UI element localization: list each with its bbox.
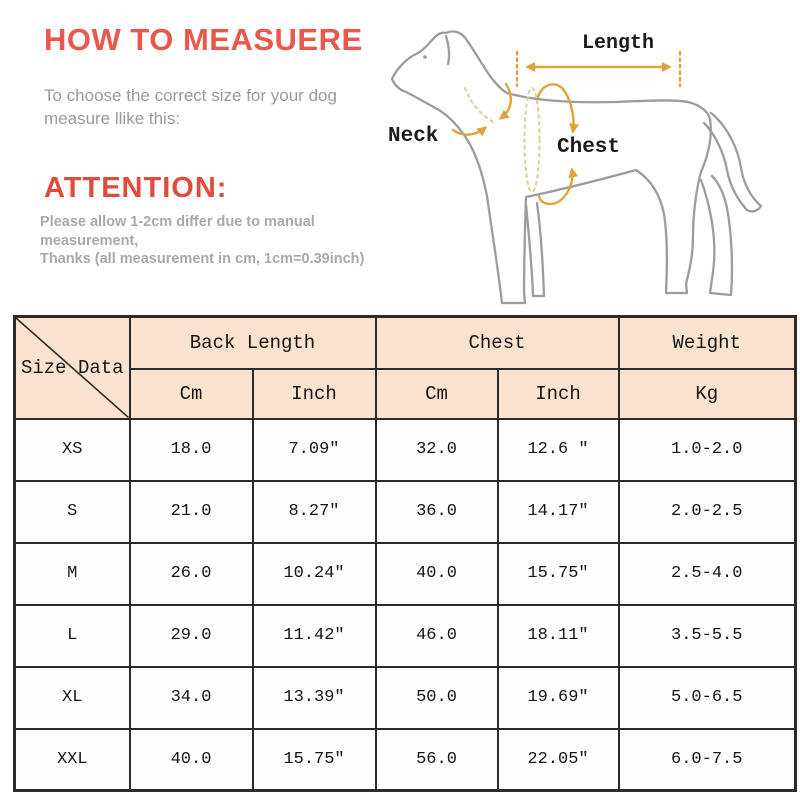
corner-cell: Size Data	[13, 315, 131, 420]
size-cell: S	[13, 479, 131, 544]
dog-far-hind-leg	[699, 174, 734, 297]
value-cell: 12.6 ″	[496, 417, 620, 482]
value-cell: 10.24″	[251, 541, 377, 606]
unit-header-back-inch: Inch	[251, 367, 377, 420]
chest-annotation: Chest	[523, 83, 620, 206]
value-cell: 18.11″	[496, 603, 620, 668]
dog-tail	[702, 111, 763, 213]
value-cell: 56.0	[374, 727, 499, 792]
value-cell: 21.0	[128, 479, 254, 544]
intro-subtitle-line2: measure llike this:	[44, 109, 181, 128]
size-cell: XL	[13, 665, 131, 730]
unit-header-weight-kg: Kg	[617, 367, 797, 420]
neck-label: Neck	[388, 125, 438, 148]
intro-subtitle-line1: To choose the correct size for your dog	[44, 86, 337, 105]
value-cell: 2.5-4.0	[617, 541, 797, 606]
size-table: Size Data Back Length Chest Weight Cm In…	[13, 315, 797, 792]
attention-note: Please allow 1-2cm differ due to manual …	[40, 213, 384, 269]
value-cell: 1.0-2.0	[617, 417, 797, 482]
dog-ear-line	[444, 34, 451, 66]
value-cell: 5.0-6.5	[617, 665, 797, 730]
chest-arrow-up	[537, 167, 579, 206]
value-cell: 36.0	[374, 479, 499, 544]
value-cell: 26.0	[128, 541, 254, 606]
dog-measurement-diagram: Length Neck Chest	[380, 0, 800, 318]
unit-header-back-cm: Cm	[128, 367, 254, 420]
size-cell: L	[13, 603, 131, 668]
value-cell: 34.0	[128, 665, 254, 730]
chest-label: Chest	[557, 136, 620, 159]
value-cell: 29.0	[128, 603, 254, 668]
value-cell: 7.09″	[251, 417, 377, 482]
value-cell: 13.39″	[251, 665, 377, 730]
table-header-row-groups: Size Data Back Length Chest Weight	[13, 315, 797, 420]
table-row-xxl: XXL 40.0 15.75″ 56.0 22.05″ 6.0-7.5	[13, 727, 797, 792]
attention-note-line1: Please allow 1-2cm differ due to manual …	[40, 214, 315, 249]
corner-label: Size Data	[20, 356, 124, 379]
group-header-chest: Chest	[374, 315, 620, 370]
neck-arrow-up	[451, 126, 488, 137]
value-cell: 32.0	[374, 417, 499, 482]
table-row-l: L 29.0 11.42″ 46.0 18.11″ 3.5-5.5	[13, 603, 797, 668]
dog-far-front-leg	[524, 201, 546, 298]
table-row-xl: XL 34.0 13.39″ 50.0 19.69″ 5.0-6.5	[13, 665, 797, 730]
value-cell: 19.69″	[496, 665, 620, 730]
intro-section: HOW TO MEASUERE To choose the correct si…	[40, 22, 384, 269]
attention-title: ATTENTION:	[44, 172, 228, 204]
page-title: HOW TO MEASUERE	[44, 22, 363, 57]
value-cell: 3.5-5.5	[617, 603, 797, 668]
value-cell: 40.0	[374, 541, 499, 606]
unit-header-chest-inch: Inch	[496, 367, 620, 420]
intro-subtitle: To choose the correct size for your dog …	[44, 84, 384, 130]
value-cell: 2.0-2.5	[617, 479, 797, 544]
dog-diagram-svg: Length Neck Chest	[388, 30, 763, 305]
table-row-s: S 21.0 8.27″ 36.0 14.17″ 2.0-2.5	[13, 479, 797, 544]
table-row-xs: XS 18.0 7.09″ 32.0 12.6 ″ 1.0-2.0	[13, 417, 797, 482]
unit-header-chest-cm: Cm	[374, 367, 499, 420]
neck-annotation: Neck	[388, 82, 513, 148]
size-cell: XXL	[13, 727, 131, 792]
size-cell: XS	[13, 417, 131, 482]
value-cell: 22.05″	[496, 727, 620, 792]
value-cell: 46.0	[374, 603, 499, 668]
length-label: Length	[582, 32, 654, 55]
value-cell: 40.0	[128, 727, 254, 792]
neck-arrow-down	[498, 82, 513, 120]
value-cell: 14.17″	[496, 479, 620, 544]
corner-diagonal-line	[16, 318, 129, 418]
value-cell: 15.75″	[496, 541, 620, 606]
group-header-weight: Weight	[617, 315, 797, 370]
value-cell: 6.0-7.5	[617, 727, 797, 792]
value-cell: 18.0	[128, 417, 254, 482]
group-header-back-length: Back Length	[128, 315, 377, 370]
value-cell: 15.75″	[251, 727, 377, 792]
value-cell: 50.0	[374, 665, 499, 730]
chest-arrow-down	[536, 83, 579, 134]
length-annotation: Length	[515, 32, 682, 88]
value-cell: 8.27″	[251, 479, 377, 544]
attention-note-line2: Thanks (all measurement in cm, 1cm=0.39i…	[40, 251, 365, 267]
dog-eye	[423, 55, 427, 59]
dog-outline-drawing	[390, 30, 763, 305]
table-row-m: M 26.0 10.24″ 40.0 15.75″ 2.5-4.0	[13, 541, 797, 606]
value-cell: 11.42″	[251, 603, 377, 668]
table-header-row-units: Cm Inch Cm Inch Kg	[15, 367, 797, 420]
size-cell: M	[13, 541, 131, 606]
